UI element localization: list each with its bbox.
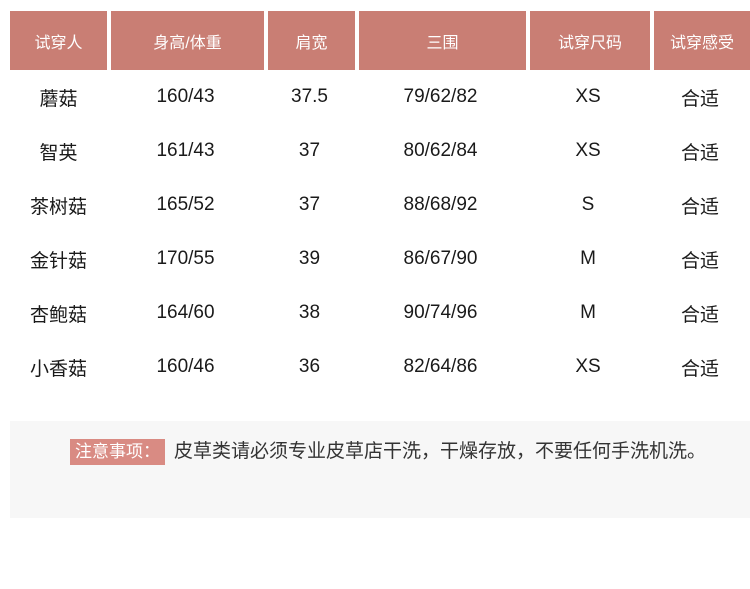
cell-measurements: 88/68/92 bbox=[355, 178, 526, 232]
cell-measurements: 80/62/84 bbox=[355, 124, 526, 178]
table-row: 杏鲍菇 164/60 38 90/74/96 M 合适 bbox=[10, 286, 750, 340]
cell-measurements: 82/64/86 bbox=[355, 340, 526, 394]
column-header-measurements: 三围 bbox=[355, 11, 526, 70]
notice-box: 注意事项： 皮草类请必须专业皮草店干洗，干燥存放，不要任何手洗机洗。 bbox=[10, 421, 750, 518]
cell-fitter: 小香菇 bbox=[10, 340, 107, 394]
table-row: 蘑菇 160/43 37.5 79/62/82 XS 合适 bbox=[10, 70, 750, 124]
cell-feel: 合适 bbox=[650, 232, 750, 286]
table-row: 金针菇 170/55 39 86/67/90 M 合适 bbox=[10, 232, 750, 286]
notice-text: 皮草类请必须专业皮草店干洗，干燥存放，不要任何手洗机洗。 bbox=[174, 441, 707, 462]
cell-shoulder: 38 bbox=[264, 286, 355, 340]
cell-measurements: 90/74/96 bbox=[355, 286, 526, 340]
cell-height-weight: 170/55 bbox=[107, 232, 264, 286]
size-table: 试穿人 身高/体重 肩宽 三围 试穿尺码 试穿感受 蘑菇 160/43 37.5… bbox=[10, 11, 750, 394]
cell-fitter: 茶树菇 bbox=[10, 178, 107, 232]
cell-height-weight: 164/60 bbox=[107, 286, 264, 340]
table-row: 小香菇 160/46 36 82/64/86 XS 合适 bbox=[10, 340, 750, 394]
cell-height-weight: 161/43 bbox=[107, 124, 264, 178]
column-header-height-weight: 身高/体重 bbox=[107, 11, 264, 70]
cell-fitter: 金针菇 bbox=[10, 232, 107, 286]
cell-height-weight: 160/43 bbox=[107, 70, 264, 124]
cell-size: XS bbox=[526, 340, 650, 394]
column-header-fitter: 试穿人 bbox=[10, 11, 107, 70]
cell-fitter: 蘑菇 bbox=[10, 70, 107, 124]
cell-shoulder: 37.5 bbox=[264, 70, 355, 124]
cell-shoulder: 37 bbox=[264, 178, 355, 232]
cell-size: XS bbox=[526, 124, 650, 178]
cell-size: XS bbox=[526, 70, 650, 124]
cell-size: M bbox=[526, 232, 650, 286]
cell-size: S bbox=[526, 178, 650, 232]
column-header-feel: 试穿感受 bbox=[650, 11, 750, 70]
cell-shoulder: 37 bbox=[264, 124, 355, 178]
column-header-size: 试穿尺码 bbox=[526, 11, 650, 70]
notice-content: 注意事项： 皮草类请必须专业皮草店干洗，干燥存放，不要任何手洗机洗。 bbox=[70, 438, 750, 466]
cell-shoulder: 36 bbox=[264, 340, 355, 394]
cell-feel: 合适 bbox=[650, 178, 750, 232]
cell-feel: 合适 bbox=[650, 70, 750, 124]
cell-measurements: 86/67/90 bbox=[355, 232, 526, 286]
cell-size: M bbox=[526, 286, 650, 340]
cell-shoulder: 39 bbox=[264, 232, 355, 286]
cell-fitter: 杏鲍菇 bbox=[10, 286, 107, 340]
cell-height-weight: 165/52 bbox=[107, 178, 264, 232]
table-row: 茶树菇 165/52 37 88/68/92 S 合适 bbox=[10, 178, 750, 232]
notice-label: 注意事项： bbox=[70, 439, 165, 465]
table-header-row: 试穿人 身高/体重 肩宽 三围 试穿尺码 试穿感受 bbox=[10, 11, 750, 70]
cell-height-weight: 160/46 bbox=[107, 340, 264, 394]
table-row: 智英 161/43 37 80/62/84 XS 合适 bbox=[10, 124, 750, 178]
cell-fitter: 智英 bbox=[10, 124, 107, 178]
cell-measurements: 79/62/82 bbox=[355, 70, 526, 124]
cell-feel: 合适 bbox=[650, 340, 750, 394]
column-header-shoulder: 肩宽 bbox=[264, 11, 355, 70]
cell-feel: 合适 bbox=[650, 286, 750, 340]
cell-feel: 合适 bbox=[650, 124, 750, 178]
